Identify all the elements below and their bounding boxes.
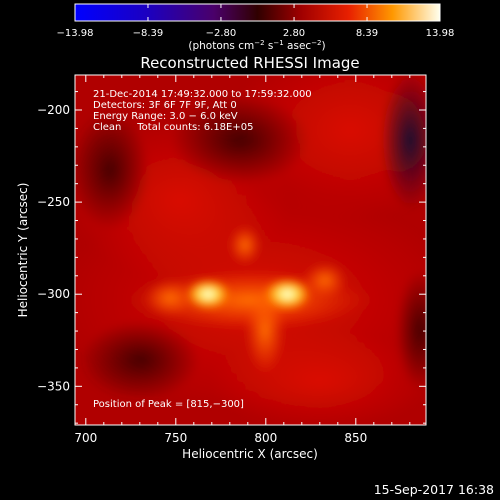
hot-source [185,278,231,310]
clean-counts-text: Clean Total counts: 6.18E+05 [93,122,253,133]
x-tick-label: 750 [164,431,187,445]
render-timestamp: 15-Sep-2017 16:38 [374,482,494,497]
heatmap-image [75,75,426,425]
colorbar-tick-label: 2.80 [283,28,305,39]
x-tick-label: 700 [74,431,97,445]
x-axis-label: Heliocentric X (arcsec) [182,447,318,461]
hot-source [263,278,312,311]
colorbar-tick-label: −2.80 [206,28,237,39]
colorbar [74,3,441,22]
x-tick-label: 850 [344,431,367,445]
energy-range-text: Energy Range: 3.0 − 6.0 keV [93,111,238,122]
y-axis-label: Heliocentric Y (arcsec) [16,183,30,318]
y-axis: −200 −250 −300 −350 [37,91,426,424]
peak-position-text: Position of Peak = [815,−300] [93,399,244,410]
colorbar-tick-label: 13.98 [426,28,455,39]
hot-sources [185,278,312,311]
colorbar-tick-label: −8.39 [133,28,164,39]
y-tick-label: −250 [37,195,70,209]
x-axis: 700 750 800 850 [74,75,411,445]
y-tick-label: −200 [37,103,70,117]
observation-info: 21-Dec-2014 17:49:32.000 to 17:59:32.000… [93,89,312,133]
chart-title: Reconstructed RHESSI Image [140,54,359,72]
colorbar-ticks: −13.98 −8.39 −2.80 2.80 8.39 13.98 [56,4,454,39]
colorbar-unit-label: (photons cm−2 s−1 asec−2) [188,39,325,52]
colorbar-tick-label: 8.39 [356,28,378,39]
detectors-text: Detectors: 3F 6F 7F 9F, Att 0 [93,100,237,111]
y-tick-label: −350 [37,379,70,393]
plot-frame [74,74,427,426]
time-range-text: 21-Dec-2014 17:49:32.000 to 17:59:32.000 [93,89,312,100]
colorbar-tick-label: −13.98 [56,28,93,39]
x-tick-label: 800 [254,431,277,445]
y-tick-label: −300 [37,287,70,301]
